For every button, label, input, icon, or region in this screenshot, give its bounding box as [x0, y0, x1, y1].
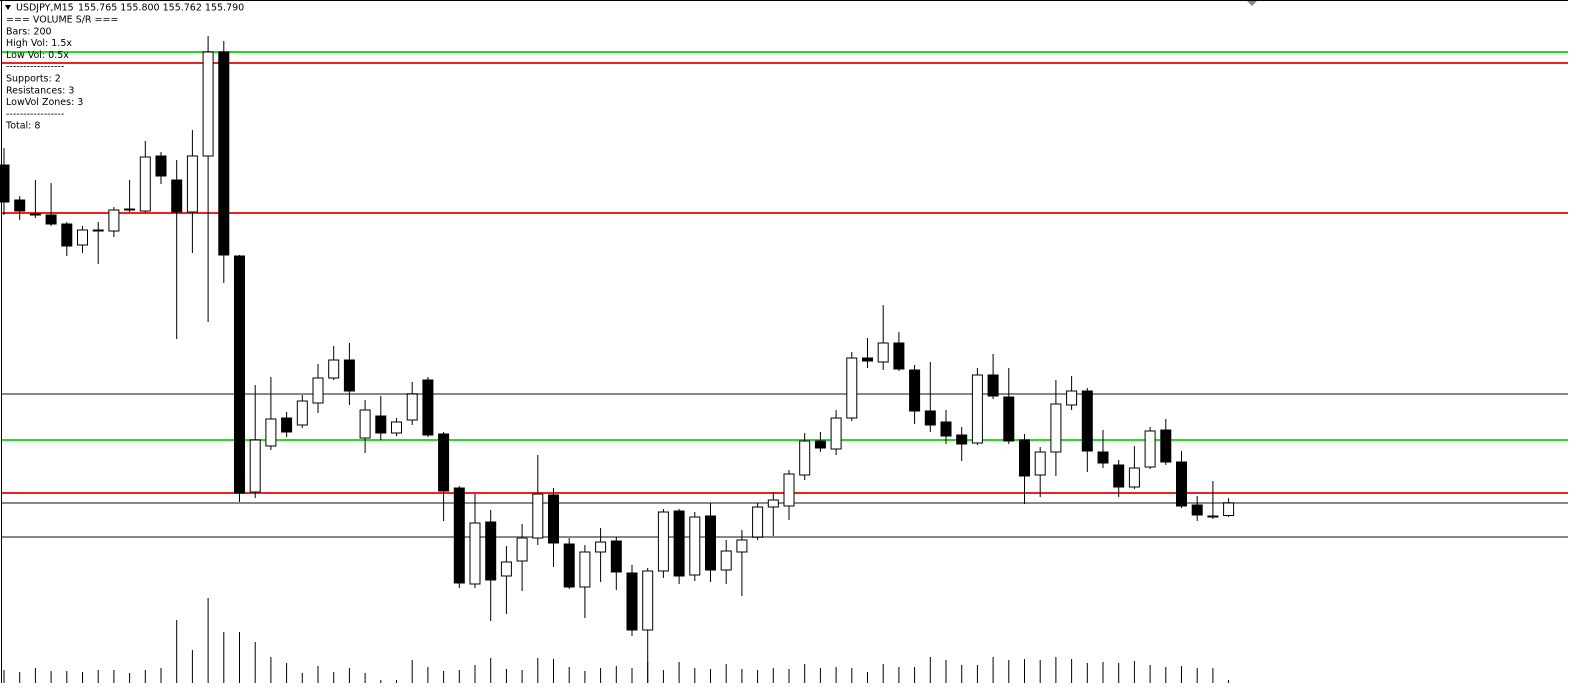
info-line: ----------------- [6, 62, 64, 73]
candle-body [234, 255, 245, 494]
shift-marker [1247, 1, 1257, 6]
candle-body [846, 357, 858, 419]
candle-body [689, 516, 701, 576]
candle-body [1144, 430, 1156, 468]
candle-body [92, 229, 104, 232]
candle-body [673, 510, 685, 577]
candle-body [657, 511, 669, 572]
candle-body [469, 522, 481, 585]
candle-body [924, 410, 936, 426]
candle-body [516, 537, 528, 562]
candle-body [814, 440, 826, 449]
candle-body [1066, 390, 1078, 406]
candle-body [391, 421, 402, 434]
candle-body [171, 179, 183, 213]
candle-body [579, 551, 591, 588]
candle-body [987, 374, 999, 397]
info-line: Low Vol: 0.5x [6, 50, 69, 61]
candle-body [29, 213, 41, 216]
candle-body [862, 357, 873, 362]
candle-body [705, 515, 716, 571]
candle-body [108, 209, 120, 232]
candle-body [422, 379, 434, 436]
candle-body [438, 433, 450, 492]
candle-body [77, 229, 88, 246]
candle-body [1223, 502, 1235, 516]
collapse-arrow [5, 5, 11, 10]
candle-body [406, 393, 418, 421]
candle-body [296, 400, 308, 426]
candle-body [14, 199, 26, 212]
candle-body [312, 377, 324, 404]
candle-body [45, 214, 57, 225]
candle-body [1176, 461, 1187, 507]
candle-body [124, 208, 136, 211]
candle-body [0, 164, 10, 203]
info-line: === VOLUME S/R === [6, 15, 118, 26]
candle-body [265, 418, 277, 447]
candle-body [61, 223, 73, 247]
candle-body [1160, 429, 1172, 463]
candle-body [909, 369, 921, 412]
candle-body [375, 415, 387, 434]
candle-body [155, 155, 167, 177]
candle-body [767, 499, 779, 508]
candle-body [532, 493, 544, 539]
candle-body [799, 440, 811, 476]
candle-body [1097, 451, 1109, 464]
symbol-title: USDJPY,M15 [16, 3, 74, 14]
info-line: Total: 8 [5, 121, 40, 132]
candle-body [1003, 396, 1015, 442]
candle-body [202, 51, 214, 157]
candle-body [359, 409, 371, 439]
candle-body [139, 156, 151, 212]
candle-body [736, 539, 748, 553]
candle-body [752, 506, 764, 538]
candle-body [249, 439, 261, 493]
info-line: Resistances: 3 [6, 85, 74, 96]
candle-body [1207, 515, 1219, 518]
candle-body [453, 487, 465, 584]
candle-body [500, 561, 512, 577]
candle-body [610, 540, 622, 573]
quote: 155.765 155.800 155.762 155.790 [78, 3, 244, 14]
candle-body [971, 374, 983, 444]
info-line: Bars: 200 [6, 26, 52, 37]
info-line: High Vol: 1.5x [6, 38, 72, 49]
candle-body [1019, 439, 1030, 477]
candle-body [877, 342, 889, 363]
candle-body [642, 570, 654, 631]
candle-body [218, 51, 230, 256]
candle-body [343, 359, 355, 392]
candle-body [1034, 451, 1046, 476]
candle-body [328, 359, 340, 379]
candle-body [186, 155, 198, 213]
candle-body [956, 434, 968, 445]
info-line: Supports: 2 [6, 74, 61, 85]
candle-body [563, 543, 575, 588]
candle-body [783, 473, 795, 507]
candle-body [1128, 467, 1140, 488]
candle-body [595, 541, 607, 553]
candle-body [1113, 464, 1125, 488]
candle-body [893, 342, 905, 370]
candle-body [281, 417, 293, 433]
candle-body [720, 550, 732, 571]
candle-body [1191, 504, 1203, 516]
candle-body [1050, 403, 1062, 453]
candle-body [485, 521, 497, 581]
candle-body [548, 494, 559, 544]
candle-body [940, 421, 952, 437]
candle-body [830, 417, 842, 450]
info-line: ----------------- [6, 109, 64, 120]
candle-body [626, 572, 638, 631]
info-line: LowVol Zones: 3 [6, 97, 83, 108]
candle-body [1081, 390, 1093, 452]
